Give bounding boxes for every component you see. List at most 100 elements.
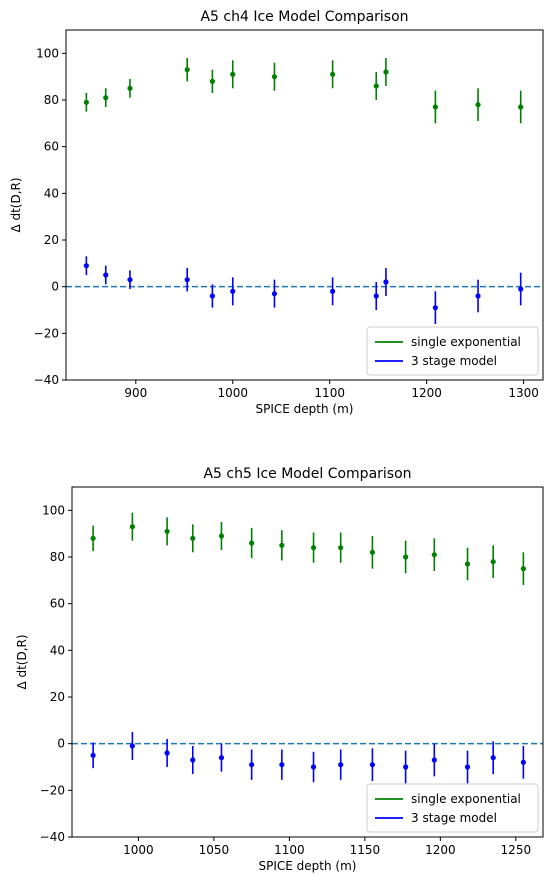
data-point — [475, 293, 481, 299]
y-tick-label: 100 — [42, 503, 65, 517]
legend-label: 3 stage model — [411, 354, 497, 368]
data-point — [164, 528, 170, 534]
data-point — [310, 764, 317, 770]
data-point — [209, 78, 215, 84]
data-point — [490, 755, 496, 761]
data-point — [518, 286, 524, 292]
data-point — [190, 535, 196, 541]
data-point — [271, 291, 278, 297]
data-point — [218, 755, 225, 761]
x-tick-label: 1100 — [274, 843, 305, 857]
data-point — [369, 762, 376, 768]
data-point — [129, 524, 135, 530]
data-point — [431, 757, 437, 763]
y-tick-label: −40 — [40, 830, 65, 844]
data-point — [369, 549, 376, 555]
data-point — [475, 102, 481, 108]
data-point — [127, 277, 133, 283]
x-tick-label: 1100 — [314, 386, 345, 400]
x-tick-label: 900 — [124, 386, 147, 400]
data-point — [338, 762, 344, 768]
x-tick-label: 1250 — [501, 843, 532, 857]
y-tick-label: 40 — [50, 643, 65, 657]
data-point — [373, 293, 379, 299]
data-point — [230, 71, 236, 77]
data-point — [520, 566, 526, 572]
data-point — [103, 95, 109, 101]
plot-frame — [71, 486, 544, 838]
data-point — [431, 552, 437, 558]
data-point — [310, 545, 317, 551]
y-axis-label: Δ dt(D,R) — [9, 177, 23, 232]
legend-box — [366, 326, 539, 376]
chart-title: A5 ch4 Ice Model Comparison — [200, 9, 408, 25]
data-point — [209, 293, 215, 299]
data-point — [127, 85, 133, 91]
legend-label: single exponential — [411, 792, 521, 806]
x-axis-label: SPICE depth (m) — [259, 859, 357, 873]
y-tick-label: 20 — [50, 690, 65, 704]
y-tick-label: 80 — [44, 93, 59, 107]
data-point — [218, 533, 225, 539]
y-tick-label: 80 — [50, 550, 65, 564]
x-tick-label: 1050 — [199, 843, 230, 857]
data-point — [83, 263, 89, 269]
x-tick-label: 1200 — [425, 843, 456, 857]
data-point — [129, 743, 135, 749]
y-tick-label: −20 — [34, 326, 59, 340]
legend-label: single exponential — [411, 335, 521, 349]
x-tick-label: 1200 — [411, 386, 442, 400]
data-point — [330, 71, 336, 77]
series-single-exponential — [83, 58, 524, 124]
data-point — [249, 762, 255, 768]
y-tick-label: −20 — [40, 783, 65, 797]
data-point — [83, 99, 89, 105]
data-point — [520, 759, 526, 765]
data-point — [464, 764, 471, 770]
x-tick-label: 1000 — [123, 843, 154, 857]
legend-label: 3 stage model — [411, 811, 497, 825]
data-point — [164, 750, 170, 756]
data-point — [432, 104, 438, 110]
data-point — [90, 535, 96, 541]
data-point — [338, 545, 344, 551]
data-point — [279, 762, 285, 768]
data-point — [464, 561, 471, 567]
data-point — [403, 764, 409, 770]
y-axis-label: Δ dt(D,R) — [15, 634, 29, 689]
data-point — [184, 277, 190, 283]
series-single-exponential — [90, 512, 526, 585]
data-point — [90, 752, 96, 758]
data-point — [383, 279, 389, 285]
y-tick-label: 0 — [51, 280, 59, 294]
data-point — [518, 104, 524, 110]
data-point — [432, 305, 438, 311]
data-point — [330, 288, 336, 294]
data-point — [490, 559, 496, 565]
series-3-stage-model — [83, 256, 524, 324]
y-tick-label: 100 — [36, 46, 59, 60]
y-tick-label: 40 — [44, 186, 59, 200]
x-axis-label: SPICE depth (m) — [256, 402, 354, 416]
y-tick-label: 20 — [44, 233, 59, 247]
x-tick-label: 1150 — [350, 843, 381, 857]
data-point — [103, 272, 109, 278]
data-point — [249, 540, 255, 546]
data-point — [279, 542, 285, 548]
data-point — [403, 554, 409, 560]
legend: single exponential 3 stage model — [366, 326, 539, 376]
series-3-stage-model — [90, 732, 526, 784]
data-point — [190, 757, 196, 763]
plot-frame — [65, 29, 544, 381]
y-tick-label: 60 — [50, 597, 65, 611]
x-tick-label: 1000 — [217, 386, 248, 400]
y-tick-label: 60 — [44, 140, 59, 154]
data-point — [383, 69, 389, 75]
y-tick-label: −40 — [34, 373, 59, 387]
legend: single exponential 3 stage model — [366, 783, 539, 833]
data-point — [271, 74, 278, 80]
x-tick-label: 1300 — [508, 386, 539, 400]
